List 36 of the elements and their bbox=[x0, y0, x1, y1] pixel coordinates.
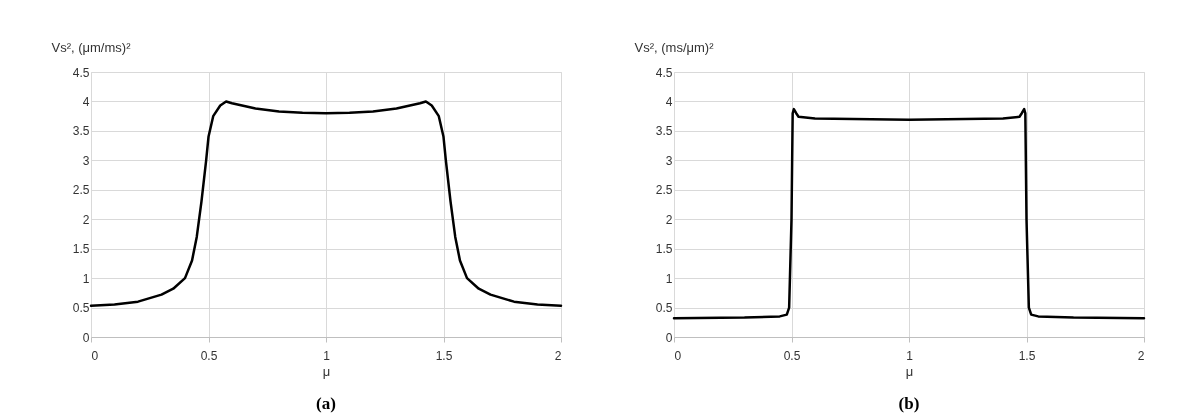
text: (a) bbox=[316, 394, 336, 413]
y-tick-label: 0 bbox=[665, 330, 673, 345]
y-tick-label: 1.5 bbox=[72, 242, 90, 257]
y-tick-label: 1 bbox=[82, 271, 90, 286]
y-tick-label: 0 bbox=[82, 330, 90, 345]
y-tick-label: 0.5 bbox=[655, 301, 673, 316]
y-tick-label: 4 bbox=[665, 94, 673, 109]
y-tick-label: 4 bbox=[82, 94, 90, 109]
y-tick-label: 3 bbox=[665, 153, 673, 168]
y-tick-label: 3 bbox=[82, 153, 90, 168]
y-tick-label: 0.5 bbox=[72, 301, 90, 316]
x-axis-title: μ bbox=[322, 363, 331, 379]
y-tick-label: 1.5 bbox=[655, 242, 673, 257]
x-tick-label: 0.5 bbox=[783, 348, 801, 363]
line-series bbox=[672, 107, 1146, 320]
y-tick-label: 4.5 bbox=[655, 65, 673, 80]
x-tick-label: 2 bbox=[1137, 348, 1145, 363]
y-tick-label: 3.5 bbox=[655, 124, 673, 139]
y-tick-label: 3.5 bbox=[72, 124, 90, 139]
y-tick-label: 2 bbox=[665, 212, 673, 227]
y-axis-title: Vs², (μm/ms)² bbox=[51, 39, 132, 55]
x-tick-label: 0.5 bbox=[200, 348, 218, 363]
x-tick-label: 2 bbox=[554, 348, 562, 363]
y-tick-label: 2.5 bbox=[655, 183, 673, 198]
x-tick-label: 1 bbox=[323, 348, 331, 363]
x-axis-title: μ bbox=[905, 363, 914, 379]
x-tick-label: 1.5 bbox=[1018, 348, 1036, 363]
y-tick-label: 2 bbox=[82, 212, 90, 227]
y-tick-label: 2.5 bbox=[72, 183, 90, 198]
y-tick-label: 4.5 bbox=[72, 65, 90, 80]
text: (b) bbox=[898, 394, 920, 413]
x-tick-label: 1 bbox=[906, 348, 914, 363]
y-tick-label: 1 bbox=[665, 271, 673, 286]
y-axis-title: Vs², (ms/μm)² bbox=[634, 39, 715, 55]
line-series bbox=[89, 100, 563, 308]
x-tick-label: 1.5 bbox=[435, 348, 453, 363]
